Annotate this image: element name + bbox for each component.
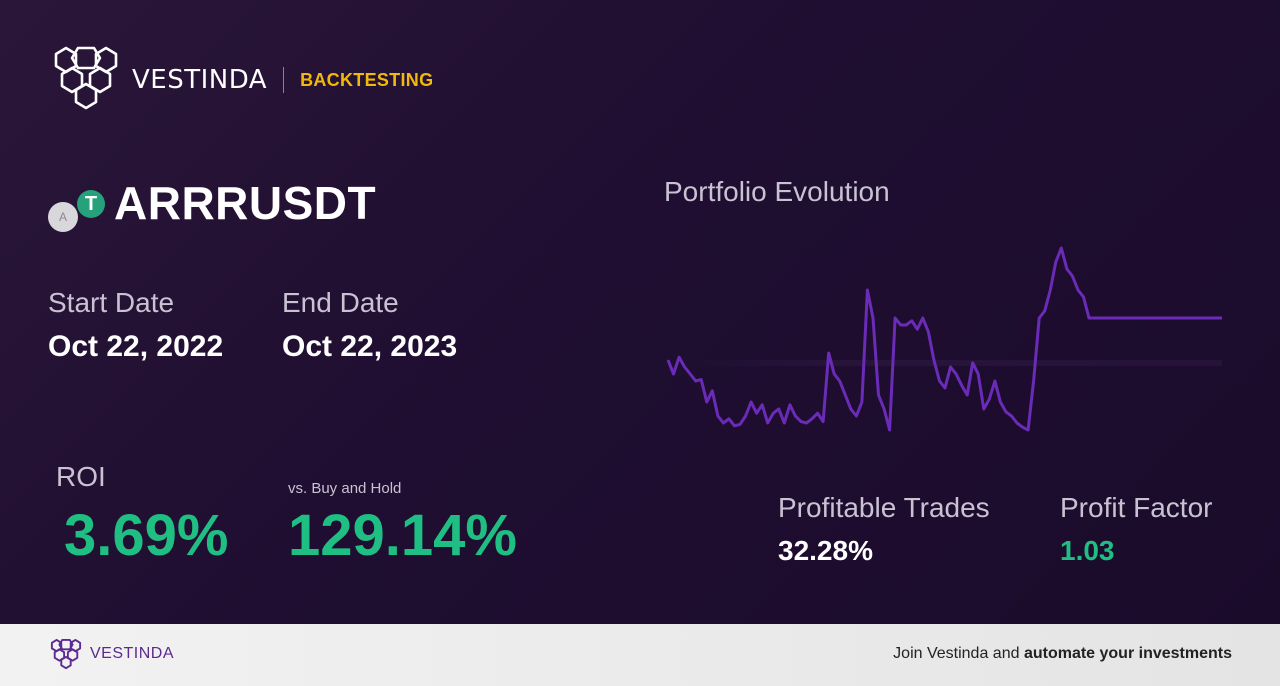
brand-tag: BACKTESTING (300, 69, 434, 90)
footer-bar: VESTINDA Join Vestinda and automate your… (0, 624, 1280, 686)
buy-hold-label: vs. Buy and Hold (288, 480, 402, 497)
roi-value: 3.69% (64, 503, 229, 568)
portfolio-chart (666, 246, 1222, 432)
chart-title: Portfolio Evolution (664, 176, 890, 207)
roi-label: ROI (56, 461, 106, 492)
brand-header: VESTINDA BACKTESTING (48, 46, 433, 114)
start-date-label: Start Date (48, 287, 175, 318)
tether-coin-icon: T (77, 190, 105, 218)
profitable-trades-value: 32.28% (778, 535, 873, 566)
vestinda-footer-logo-icon (50, 639, 82, 670)
profit-factor-label: Profit Factor (1060, 492, 1213, 523)
profit-factor-value: 1.03 (1060, 535, 1115, 566)
profitable-trades-label: Profitable Trades (778, 492, 990, 523)
pair-symbol: ARRRUSDT (114, 177, 377, 229)
footer-cta-text: Join Vestinda and (893, 645, 1024, 662)
end-date-value: Oct 22, 2023 (282, 330, 458, 363)
brand-divider (283, 67, 285, 93)
footer-cta-bold: automate your investments (1023, 645, 1232, 662)
base-coin-icon: A (48, 202, 78, 232)
footer-cta[interactable]: Join Vestinda and automate your investme… (893, 645, 1232, 663)
buy-hold-value: 129.14% (288, 503, 517, 568)
chart-baseline-band (668, 360, 1222, 366)
portfolio-series-line (666, 246, 1222, 432)
end-date-label: End Date (282, 287, 399, 318)
vestinda-logo-icon (54, 46, 118, 110)
footer-brand-name: VESTINDA (90, 645, 175, 662)
backtest-card: VESTINDA BACKTESTING A T ARRRUSDT Start … (0, 0, 1280, 624)
brand-name: VESTINDA (132, 65, 268, 95)
start-date-value: Oct 22, 2022 (48, 330, 224, 363)
